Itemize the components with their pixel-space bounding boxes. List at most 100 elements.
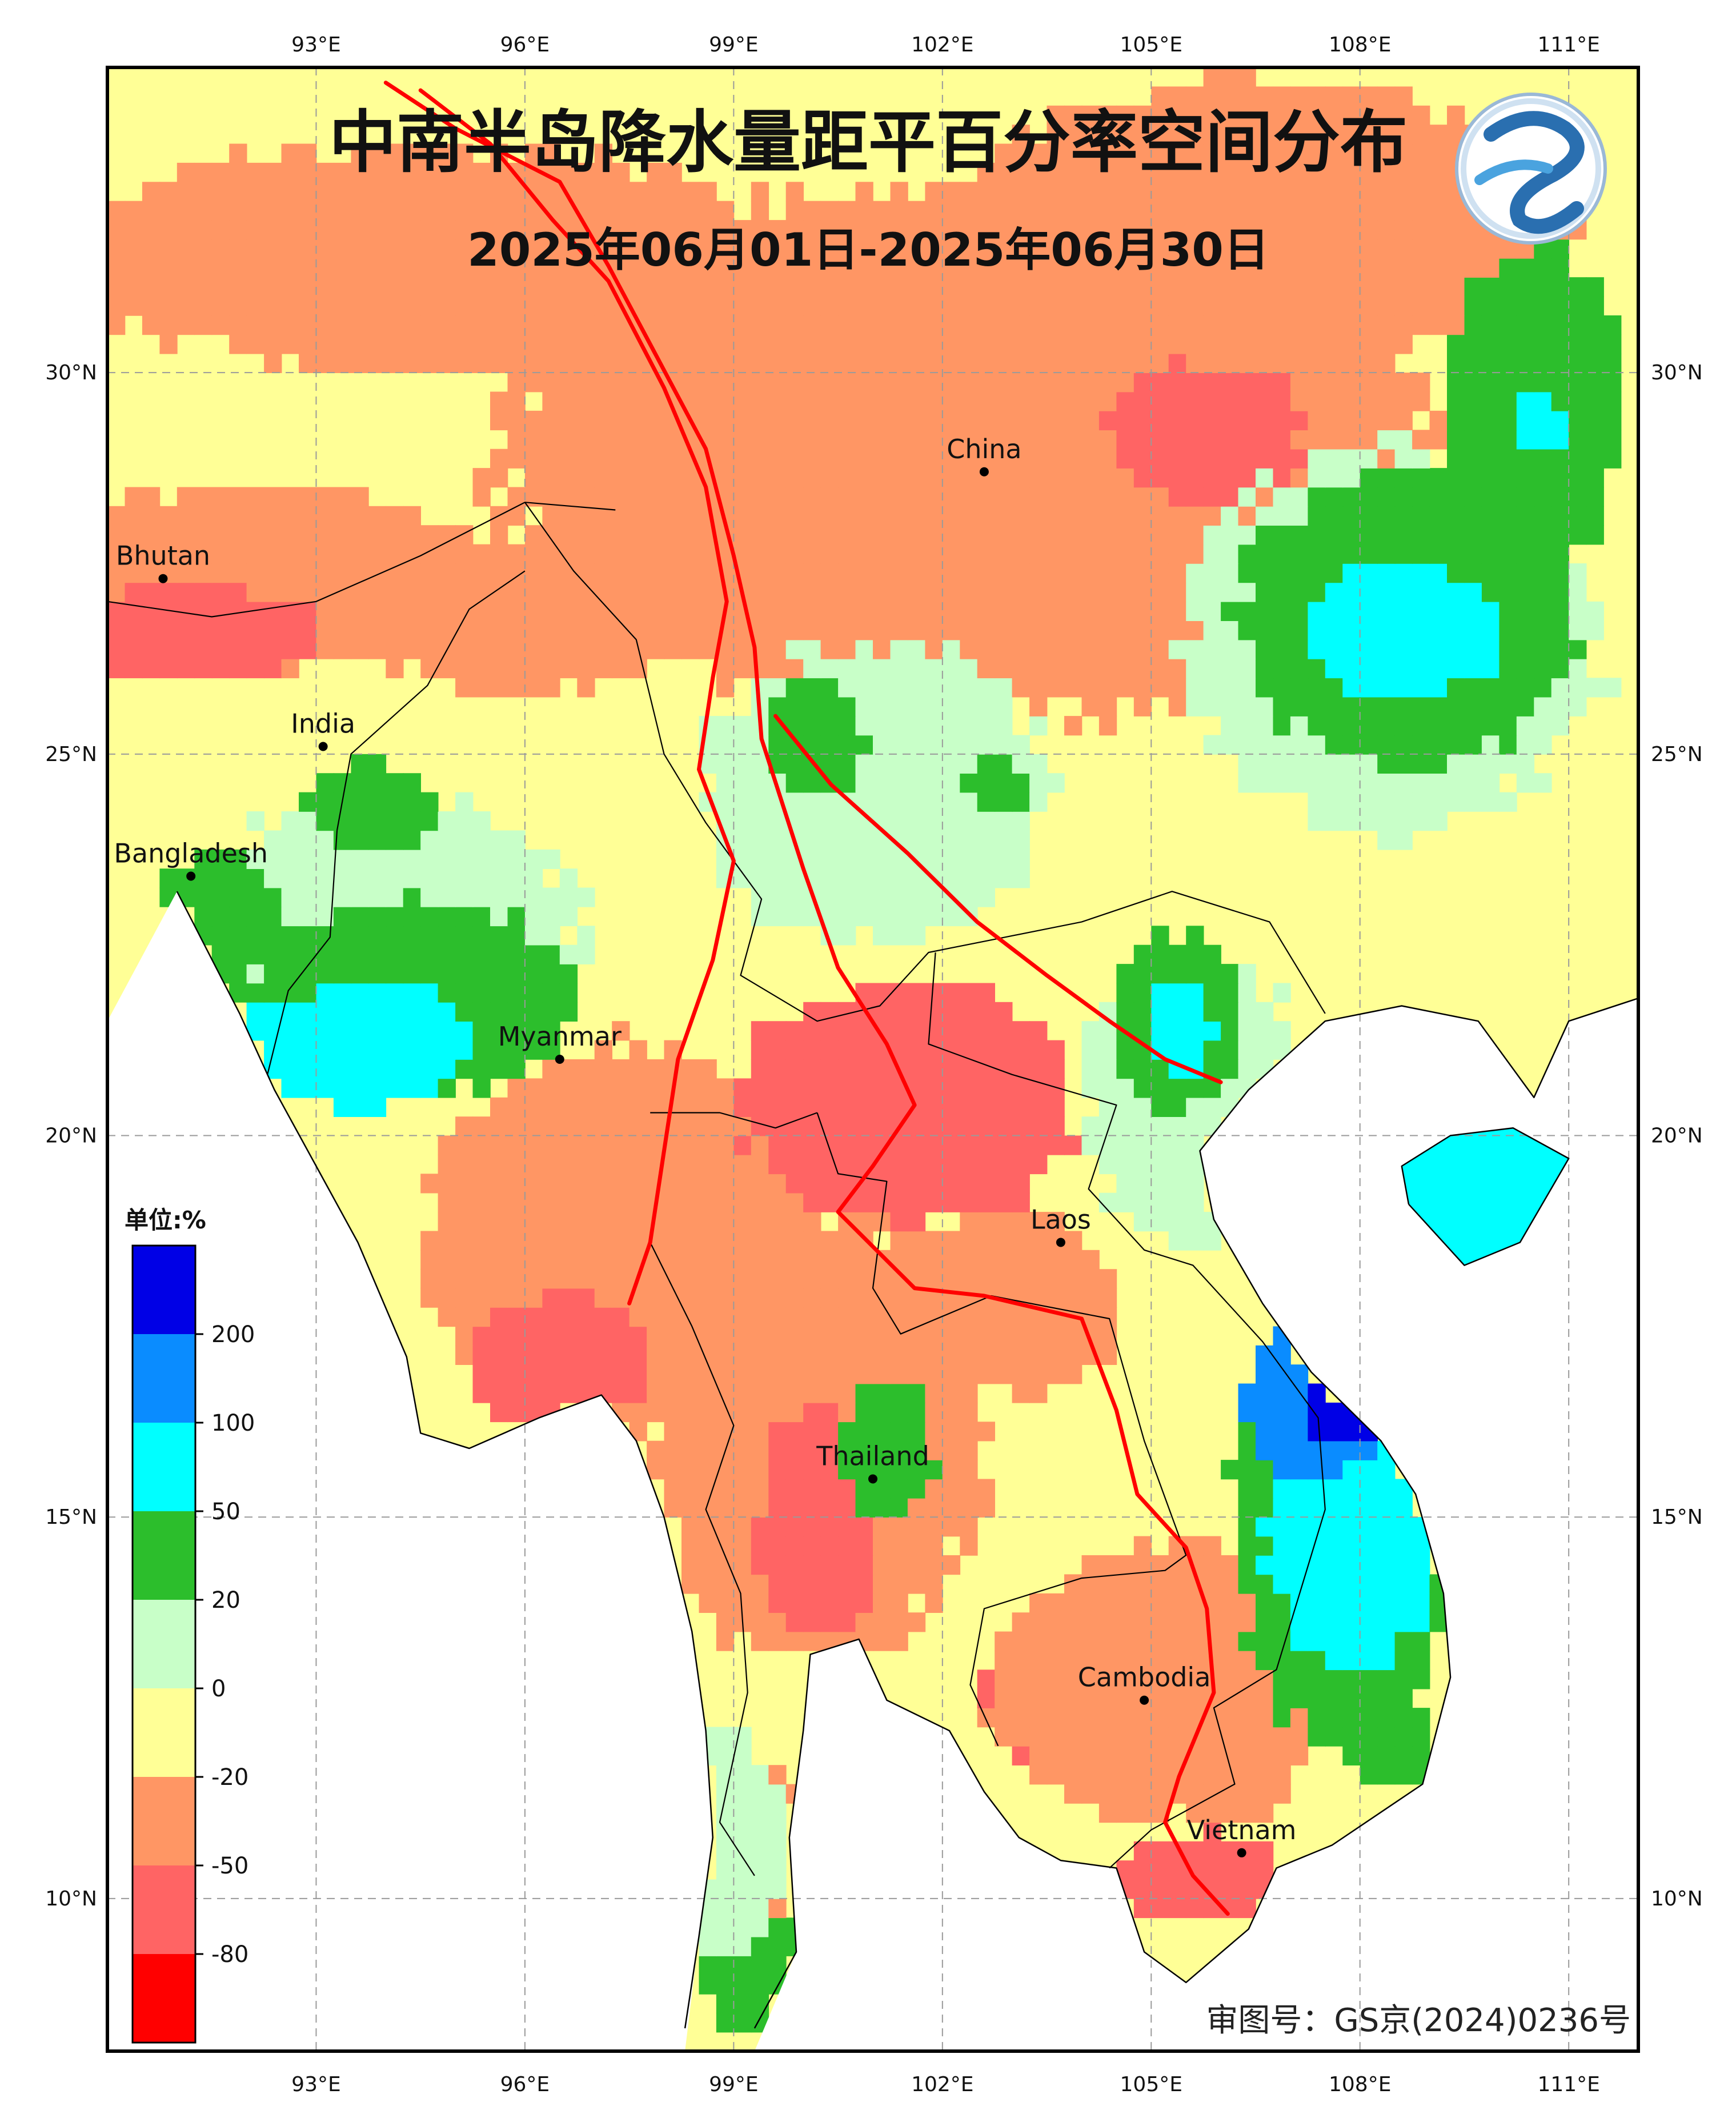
raster-cell: [855, 868, 873, 888]
raster-cell: [455, 983, 474, 1003]
raster-cell: [333, 258, 352, 278]
raster-cell: [890, 563, 908, 583]
raster-cell: [316, 601, 334, 621]
raster-cell: [264, 544, 282, 564]
raster-cell: [1394, 1517, 1413, 1537]
raster-cell: [716, 1269, 735, 1289]
raster-cell: [577, 944, 595, 964]
raster-cell: [1273, 1708, 1291, 1728]
raster-cell: [820, 449, 839, 469]
raster-cell: [1360, 792, 1378, 812]
raster-cell: [629, 391, 647, 411]
raster-cell: [1133, 1174, 1152, 1194]
raster-cell: [351, 162, 369, 183]
raster-cell: [368, 143, 387, 163]
raster-cell: [873, 239, 891, 259]
raster-cell: [925, 1402, 943, 1423]
raster-cell: [159, 296, 178, 316]
raster-cell: [1221, 277, 1239, 297]
raster-cell: [1064, 315, 1083, 335]
raster-cell: [577, 658, 595, 679]
raster-cell: [1325, 315, 1344, 335]
raster-cell: [907, 716, 926, 736]
raster-cell: [1256, 1440, 1274, 1460]
raster-cell: [1325, 1440, 1344, 1460]
raster-cell: [751, 582, 769, 602]
raster-cell: [1447, 315, 1465, 335]
raster-cell: [1447, 105, 1465, 125]
raster-cell: [1394, 296, 1413, 316]
raster-cell: [803, 277, 821, 297]
raster-cell: [1360, 162, 1378, 183]
raster-cell: [1273, 182, 1291, 202]
raster-cell: [507, 678, 526, 698]
raster-cell: [316, 1021, 334, 1041]
raster-cell: [1256, 487, 1274, 507]
raster-cell: [803, 1288, 821, 1308]
raster-cell: [925, 887, 943, 907]
raster-cell: [1151, 430, 1169, 450]
raster-cell: [751, 468, 769, 488]
raster-cell: [1203, 277, 1221, 297]
raster-cell: [351, 544, 369, 564]
raster-cell: [890, 410, 908, 431]
raster-cell: [1273, 1555, 1291, 1575]
raster-cell: [907, 1212, 926, 1232]
raster-cell: [803, 1422, 821, 1442]
raster-cell: [386, 944, 404, 964]
raster-cell: [785, 1212, 804, 1232]
raster-cell: [873, 735, 891, 755]
raster-cell: [1273, 487, 1291, 507]
raster-cell: [699, 1956, 717, 1976]
raster-cell: [559, 1154, 578, 1175]
raster-cell: [1098, 1727, 1117, 1747]
raster-cell: [751, 353, 769, 373]
raster-cell: [942, 906, 961, 927]
raster-cell: [977, 162, 995, 183]
raster-cell: [716, 1860, 735, 1880]
raster-cell: [403, 926, 421, 946]
raster-cell: [1221, 1803, 1239, 1823]
raster-cell: [1377, 373, 1396, 393]
raster-cell: [1081, 1727, 1100, 1747]
raster-cell: [1098, 373, 1117, 393]
raster-cell: [1081, 449, 1100, 469]
raster-cell: [681, 296, 700, 316]
raster-cell: [577, 926, 595, 946]
raster-cell: [1516, 334, 1535, 354]
raster-cell: [1499, 735, 1517, 755]
raster-cell: [699, 1154, 717, 1175]
raster-cell: [1047, 1765, 1065, 1785]
raster-cell: [490, 1326, 508, 1346]
raster-cell: [403, 964, 421, 984]
raster-cell: [1342, 620, 1361, 640]
raster-cell: [960, 620, 978, 640]
raster-cell: [733, 1078, 752, 1098]
raster-cell: [577, 1192, 595, 1212]
raster-cell: [716, 1631, 735, 1651]
raster-cell: [1464, 277, 1482, 297]
raster-cell: [577, 678, 595, 698]
raster-cell: [1586, 391, 1604, 411]
raster-cell: [1499, 449, 1517, 469]
raster-cell: [960, 1345, 978, 1365]
raster-cell: [733, 1593, 752, 1613]
raster-cell: [699, 1975, 717, 1995]
raster-cell: [1133, 468, 1152, 488]
raster-cell: [1394, 182, 1413, 202]
raster-cell: [1394, 143, 1413, 163]
raster-cell: [1551, 563, 1569, 583]
raster-cell: [1047, 258, 1065, 278]
raster-cell: [490, 410, 508, 431]
raster-cell: [1412, 754, 1430, 774]
raster-cell: [664, 182, 682, 202]
raster-cell: [960, 220, 978, 240]
raster-cell: [333, 1097, 352, 1117]
raster-cell: [1342, 716, 1361, 736]
raster-cell: [229, 964, 247, 984]
raster-cell: [1012, 1040, 1030, 1060]
raster-cell: [1394, 1612, 1413, 1632]
raster-cell: [768, 410, 787, 431]
raster-cell: [281, 1040, 299, 1060]
raster-cell: [455, 639, 474, 659]
